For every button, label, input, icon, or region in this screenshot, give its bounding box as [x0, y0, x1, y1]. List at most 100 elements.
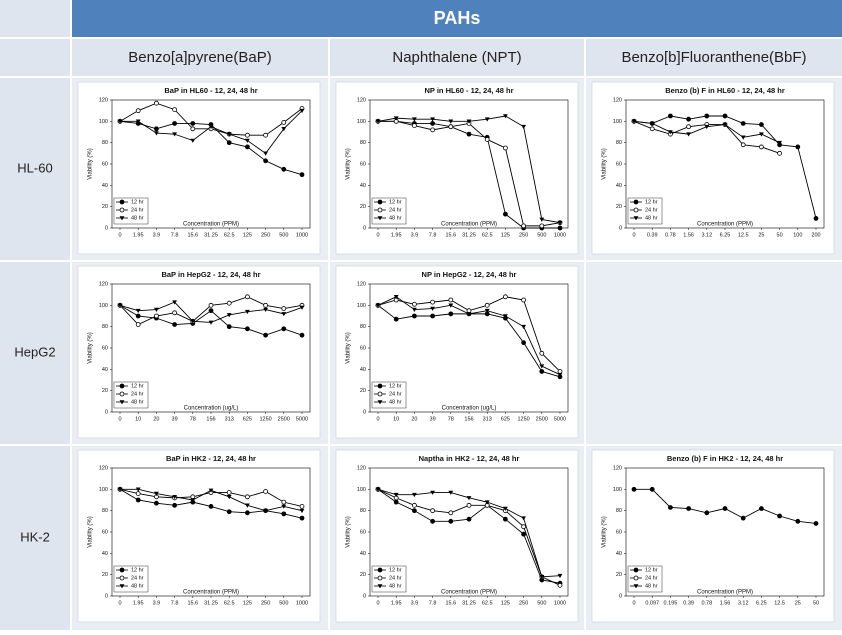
legend-box: [113, 381, 149, 409]
marker: [245, 138, 250, 143]
x-tick-label: 1250: [517, 416, 529, 422]
marker: [172, 132, 177, 137]
marker: [117, 303, 123, 308]
marker: [263, 307, 268, 312]
x-tick-label: 5000: [554, 416, 566, 422]
legend-marker: [119, 199, 125, 205]
marker: [430, 299, 436, 305]
legend-label: 12 hr: [389, 383, 402, 389]
chart: Benzo (b) F in HL60 - 12, 24, 48 hr 0 20 40…: [591, 81, 835, 255]
marker: [208, 308, 214, 314]
x-axis-label: Concentration (ug/L): [184, 406, 239, 412]
x-tick-label: 10: [393, 416, 399, 422]
y-tick-label: 40: [616, 183, 622, 189]
x-tick-label: 0: [632, 232, 635, 238]
row-cell: [0, 262, 70, 444]
marker: [649, 486, 655, 492]
marker: [430, 117, 435, 122]
marker: [466, 131, 472, 137]
marker: [521, 524, 526, 530]
marker: [649, 126, 655, 132]
x-tick-label: 250: [261, 232, 270, 238]
marker: [502, 516, 508, 522]
x-tick-label: 5000: [296, 416, 308, 422]
legend-box: [627, 565, 663, 593]
x-tick-label: 1000: [296, 600, 308, 606]
marker: [777, 150, 782, 156]
y-tick-label: 60: [102, 345, 108, 351]
x-tick-label: 0: [376, 232, 379, 238]
marker: [668, 130, 673, 135]
x-tick-label: 3.9: [411, 232, 419, 238]
x-tick-label: 1.95: [133, 600, 144, 606]
legend-marker: [633, 584, 639, 589]
marker: [740, 515, 746, 521]
y-tick-label: 20: [102, 204, 108, 210]
chart: NP in HepG2 - 12, 24, 48 hr0204060801001…: [335, 265, 579, 439]
y-tick-label: 0: [363, 593, 366, 599]
marker: [411, 508, 417, 514]
legend-marker: [377, 400, 383, 405]
marker: [117, 119, 123, 124]
x-axis-label: Concentration (PPM): [697, 222, 753, 228]
marker: [448, 124, 454, 130]
legend-marker: [119, 567, 125, 573]
marker: [208, 124, 214, 130]
marker: [412, 117, 417, 122]
row-cell: [0, 78, 70, 260]
marker: [539, 350, 545, 356]
marker: [226, 495, 232, 500]
y-axis-label: Viability (%): [602, 148, 608, 180]
marker: [393, 499, 399, 505]
marker: [190, 319, 196, 324]
marker: [244, 294, 250, 300]
x-tick-label: 0.39: [647, 232, 658, 238]
marker: [686, 124, 691, 130]
x-tick-label: 0.195: [664, 600, 678, 606]
marker: [430, 121, 436, 126]
marker: [557, 582, 563, 588]
column-cell: [72, 39, 328, 76]
marker: [411, 123, 417, 128]
legend-label: 24 hr: [389, 391, 402, 397]
y-tick-label: 20: [360, 572, 366, 578]
legend-label: 24 hr: [131, 575, 144, 581]
legend-marker: [377, 567, 383, 573]
y-tick-label: 40: [360, 367, 366, 373]
legend-marker: [119, 216, 125, 221]
x-tick-label: 625: [243, 416, 252, 422]
marker: [521, 223, 526, 229]
y-tick-label: 100: [99, 119, 108, 125]
x-tick-label: 125: [243, 232, 252, 238]
marker: [411, 313, 417, 319]
x-tick-label: 15.6: [445, 600, 456, 606]
y-tick-label: 100: [357, 303, 366, 309]
marker: [668, 505, 673, 510]
y-tick-label: 60: [616, 161, 622, 167]
x-tick-label: 3.12: [701, 232, 712, 238]
marker: [484, 500, 490, 505]
marker: [208, 302, 214, 308]
marker: [502, 294, 508, 300]
marker: [412, 307, 417, 312]
y-tick-label: 120: [99, 281, 108, 287]
marker: [448, 303, 454, 308]
y-tick-label: 60: [102, 529, 108, 535]
marker: [245, 309, 250, 315]
marker: [281, 504, 287, 509]
row-header: HepG2: [14, 344, 55, 359]
marker: [503, 506, 508, 511]
marker: [448, 518, 454, 524]
y-axis-label: Viability (%): [346, 516, 352, 548]
x-tick-label: 125: [243, 600, 252, 606]
marker: [172, 107, 178, 112]
x-tick-label: 62.5: [482, 600, 493, 606]
x-tick-label: 20: [411, 416, 417, 422]
marker: [172, 300, 177, 305]
y-tick-label: 40: [102, 183, 108, 189]
marker: [135, 108, 141, 114]
x-tick-label: 3.9: [411, 600, 419, 606]
marker: [557, 220, 563, 226]
legend-label: 48 hr: [131, 215, 144, 221]
